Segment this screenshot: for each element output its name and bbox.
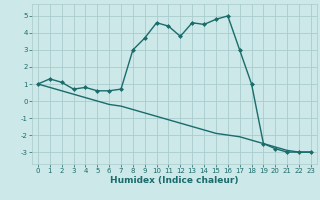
- X-axis label: Humidex (Indice chaleur): Humidex (Indice chaleur): [110, 176, 239, 185]
